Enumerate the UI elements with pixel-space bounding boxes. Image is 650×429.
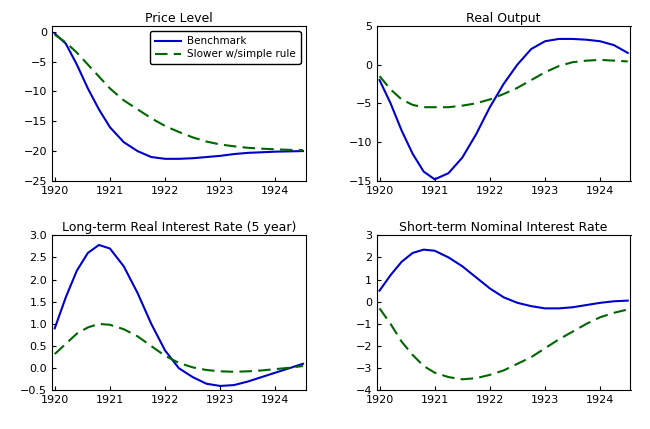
Title: Short-term Nominal Interest Rate: Short-term Nominal Interest Rate xyxy=(400,221,608,234)
Title: Long-term Real Interest Rate (5 year): Long-term Real Interest Rate (5 year) xyxy=(62,221,296,234)
Title: Real Output: Real Output xyxy=(467,12,541,24)
Title: Price Level: Price Level xyxy=(145,12,213,24)
Legend: Benchmark, Slower w/simple rule: Benchmark, Slower w/simple rule xyxy=(150,31,300,64)
